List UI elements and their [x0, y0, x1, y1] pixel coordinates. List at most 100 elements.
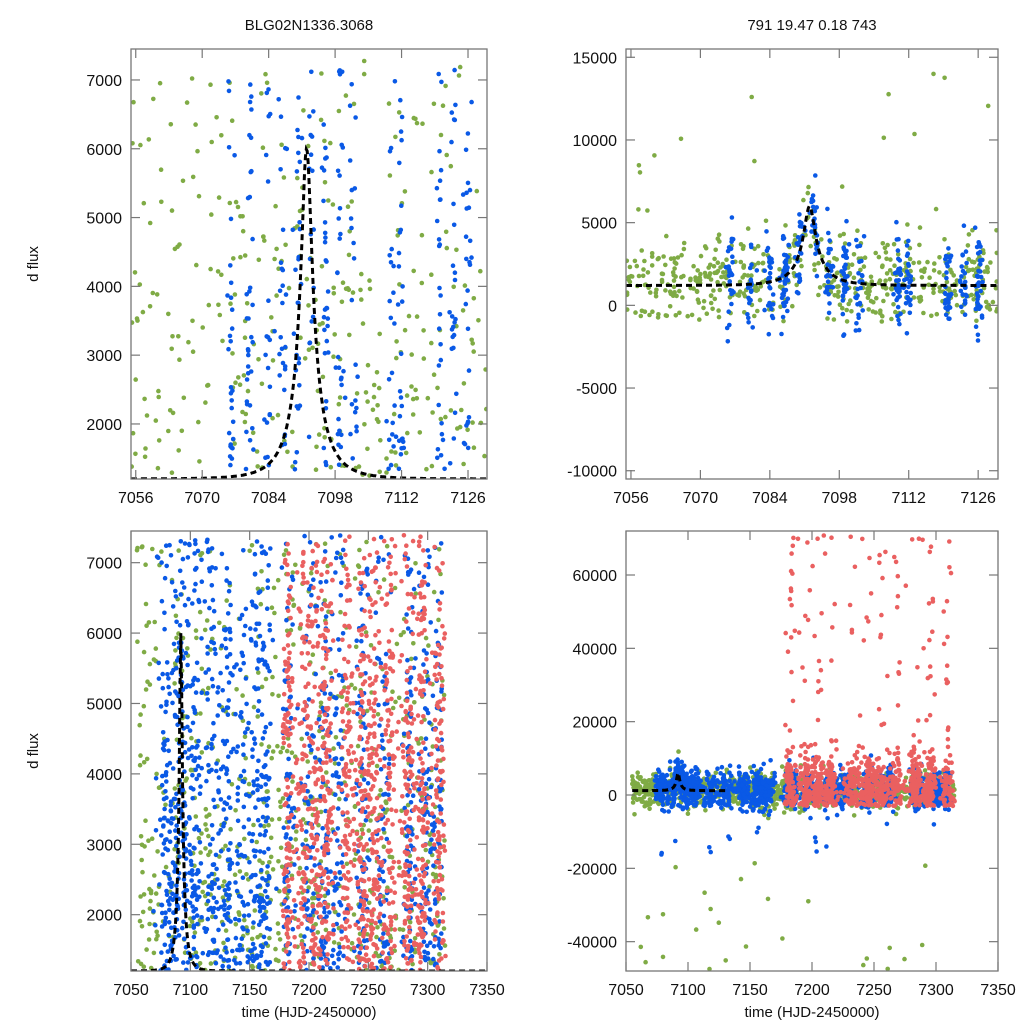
point-green	[441, 692, 447, 698]
point-red	[437, 721, 442, 726]
point-red	[345, 659, 351, 665]
point-red	[386, 765, 392, 771]
point-green	[357, 931, 363, 937]
point-blue	[400, 436, 405, 442]
point-blue	[904, 243, 910, 248]
point-red	[421, 679, 427, 684]
point-blue	[191, 915, 196, 920]
point-blue	[254, 777, 260, 782]
point-green	[153, 891, 159, 896]
point-green	[426, 643, 431, 648]
point-red	[390, 900, 396, 905]
point-red	[391, 859, 397, 865]
point-blue	[160, 730, 166, 735]
point-red	[373, 697, 378, 702]
point-green	[306, 347, 312, 353]
point-green	[155, 849, 160, 854]
point-blue	[243, 676, 249, 681]
point-red	[418, 960, 423, 965]
point-blue	[198, 784, 203, 789]
point-red	[282, 965, 287, 970]
point-green	[777, 267, 782, 272]
point-red	[319, 784, 325, 790]
point-blue	[404, 834, 410, 839]
point-blue	[253, 872, 258, 878]
point-red	[301, 888, 307, 893]
point-blue	[263, 551, 269, 556]
point-red	[285, 727, 291, 733]
point-red	[372, 690, 377, 696]
point-blue	[241, 926, 246, 932]
point-green	[634, 263, 640, 269]
point-green	[133, 451, 138, 457]
point-blue	[173, 805, 178, 810]
point-blue	[322, 230, 328, 236]
point-blue	[164, 795, 169, 800]
point-green	[155, 933, 160, 938]
point-blue	[358, 591, 363, 596]
point-blue	[248, 626, 253, 631]
point-green	[242, 836, 247, 842]
point-blue	[261, 934, 267, 940]
point-blue	[785, 308, 790, 314]
point-green	[365, 932, 370, 937]
point-green	[667, 304, 673, 309]
point-green	[144, 947, 149, 952]
point-blue	[296, 360, 302, 366]
point-blue	[451, 201, 456, 207]
point-red	[403, 771, 409, 776]
point-green	[812, 262, 817, 267]
point-red	[312, 942, 318, 947]
point-green	[232, 872, 238, 877]
point-blue	[386, 437, 392, 443]
point-red	[283, 949, 289, 954]
point-green	[276, 787, 281, 793]
point-green	[626, 307, 630, 312]
point-red	[342, 833, 348, 839]
point-blue	[297, 220, 302, 225]
point-blue	[318, 939, 324, 945]
point-green	[849, 309, 854, 314]
point-blue	[335, 881, 341, 887]
point-blue	[238, 713, 243, 719]
point-blue	[183, 650, 189, 656]
point-green	[251, 822, 256, 828]
point-blue	[841, 245, 846, 250]
point-blue	[205, 891, 211, 897]
point-red	[435, 889, 440, 895]
point-green	[268, 835, 274, 841]
point-blue	[227, 652, 233, 657]
point-red	[328, 758, 333, 763]
point-red	[340, 810, 346, 815]
point-blue	[223, 945, 228, 950]
point-red	[374, 795, 380, 801]
point-green	[674, 293, 679, 299]
point-red	[434, 763, 439, 768]
point-red	[402, 938, 407, 944]
point-green	[277, 816, 282, 822]
point-blue	[163, 789, 168, 794]
point-blue	[307, 743, 313, 749]
point-green	[386, 101, 392, 106]
point-blue	[277, 373, 283, 378]
point-red	[416, 806, 421, 812]
point-blue	[897, 321, 902, 327]
point-red	[286, 551, 291, 556]
point-blue	[168, 803, 174, 808]
point-green	[844, 319, 850, 324]
point-green	[254, 449, 260, 454]
point-green	[942, 75, 947, 81]
point-blue	[252, 854, 258, 859]
point-blue	[235, 791, 240, 797]
point-green	[375, 712, 381, 717]
point-green	[242, 335, 248, 341]
point-green	[851, 275, 857, 281]
point-green	[209, 212, 214, 217]
point-blue	[764, 229, 769, 234]
point-green	[423, 635, 429, 641]
point-green	[636, 273, 642, 279]
point-red	[366, 768, 371, 774]
point-green	[886, 91, 891, 97]
point-red	[369, 569, 375, 575]
point-red	[284, 855, 290, 860]
